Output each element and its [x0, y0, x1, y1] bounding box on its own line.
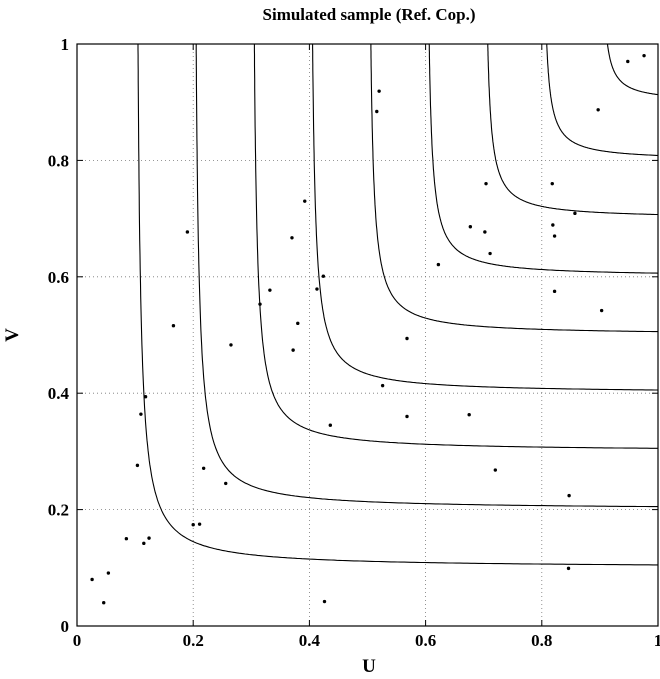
- scatter-point: [550, 181, 554, 186]
- scatter-point: [224, 481, 228, 486]
- scatter-point: [375, 109, 379, 114]
- x-tick-label: 0: [73, 631, 82, 650]
- scatter-point: [380, 383, 385, 388]
- chart-title: Simulated sample (Ref. Cop.): [263, 5, 476, 24]
- scatter-point: [102, 601, 106, 605]
- scatter-point: [229, 343, 233, 347]
- scatter-point: [484, 181, 488, 186]
- contour-level-0.9: [606, 44, 658, 96]
- scatter-point: [191, 523, 195, 527]
- scatter-point: [467, 413, 471, 417]
- scatter-point: [573, 211, 577, 216]
- scatter-point: [405, 414, 409, 419]
- scatter-point: [291, 348, 295, 352]
- scatter-point: [90, 577, 94, 582]
- x-tick-label: 0.6: [415, 631, 436, 650]
- scatter-point: [551, 223, 555, 227]
- scatter-point: [171, 323, 176, 328]
- scatter-point: [135, 463, 140, 468]
- scatter-point: [296, 321, 300, 326]
- scatter-point: [315, 287, 319, 291]
- scatter-point: [488, 251, 492, 256]
- scatter-point: [493, 468, 498, 472]
- contour-level-0.1: [137, 44, 658, 566]
- scatter-points: [90, 53, 646, 605]
- contour-level-0.8: [546, 43, 659, 157]
- scatter-point: [268, 288, 272, 292]
- y-tick-label: 0.6: [48, 268, 69, 287]
- scatter-point: [124, 537, 129, 541]
- scatter-point: [405, 336, 409, 341]
- scatter-point: [322, 599, 327, 604]
- scatter-point: [185, 230, 190, 234]
- grid-lines: [77, 44, 658, 626]
- scatter-point: [567, 493, 571, 498]
- axis-ticks: 00 0.2 0.2 0.4 0.4 0.6 0.6 0.8 0.8 1 1: [48, 35, 660, 650]
- scatter-point: [599, 308, 604, 313]
- scatter-point: [377, 89, 381, 93]
- scatter-point: [321, 274, 326, 278]
- scatter-point: [552, 234, 557, 238]
- scatter-point: [642, 53, 646, 58]
- y-tick-label: 0.8: [48, 151, 69, 170]
- scatter-point: [139, 412, 143, 416]
- y-tick-label: 0.2: [48, 501, 69, 520]
- contour-level-0.2: [195, 44, 658, 508]
- scatter-point: [552, 289, 557, 294]
- scatter-point: [303, 199, 307, 203]
- scatter-point: [258, 302, 262, 306]
- x-tick-label: 0.8: [531, 631, 552, 650]
- scatter-point: [143, 394, 148, 399]
- y-tick-label: 1: [61, 35, 70, 54]
- scatter-point: [147, 536, 151, 540]
- y-tick-label: 0.4: [48, 384, 70, 403]
- contour-level-0.3: [253, 44, 658, 449]
- scatter-point: [483, 230, 487, 234]
- contour-level-0.6: [428, 44, 659, 274]
- scatter-point: [468, 225, 473, 229]
- plot-frame: [76, 43, 659, 627]
- scatter-point: [596, 108, 600, 112]
- contour-level-0.5: [370, 44, 658, 333]
- contour-level-0.7: [487, 44, 658, 216]
- scatter-point: [106, 571, 111, 575]
- contour-level-0.4: [312, 44, 658, 391]
- y-axis-label: V: [2, 328, 23, 342]
- scatter-point: [290, 236, 294, 240]
- scatter-point: [328, 423, 333, 427]
- contour-lines: [137, 43, 659, 566]
- scatter-point: [566, 566, 571, 571]
- scatter-point: [201, 466, 206, 470]
- scatter-point: [626, 59, 630, 64]
- scatter-point: [142, 541, 146, 546]
- x-axis-label: U: [362, 656, 376, 677]
- scatter-point: [436, 262, 441, 267]
- y-tick-label: 0: [61, 617, 70, 636]
- scatter-point: [197, 522, 202, 526]
- x-tick-label: 0.4: [299, 631, 321, 650]
- x-tick-label: 0.2: [183, 631, 204, 650]
- x-tick-label: 1: [654, 631, 660, 650]
